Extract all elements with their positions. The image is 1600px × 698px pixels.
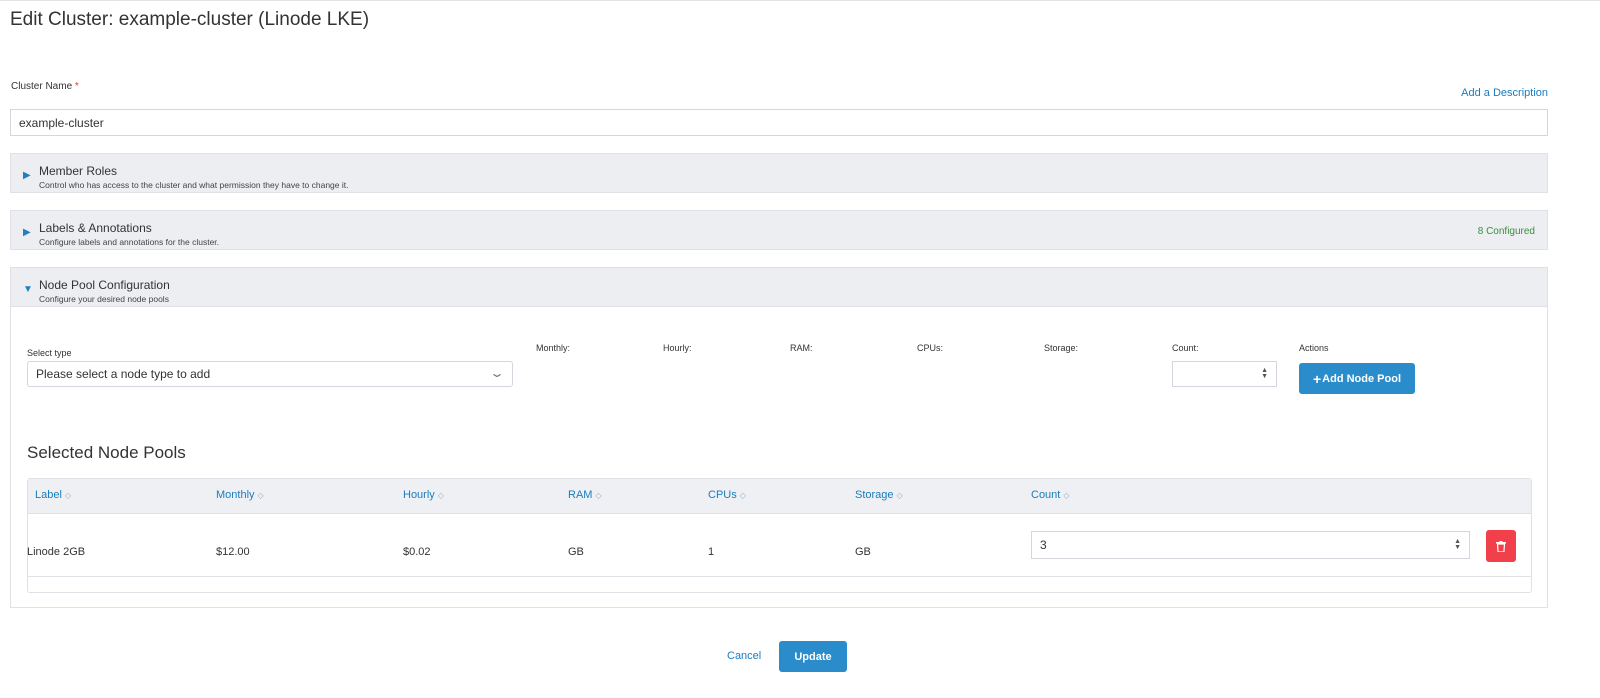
delete-pool-button[interactable] (1486, 530, 1516, 562)
table-row: Linode 2GB $12.00 $0.02 GB 1 GB 3 ▲ ▼ (27, 514, 1531, 577)
column-header-monthly[interactable]: Monthly ◇ (216, 489, 264, 501)
cluster-name-label: Cluster Name * (11, 81, 79, 92)
add-description-link[interactable]: Add a Description (1461, 87, 1548, 99)
panel-subtitle: Configure labels and annotations for the… (39, 237, 220, 247)
sort-icon: ◇ (64, 491, 72, 500)
sort-icon: ◇ (437, 491, 444, 500)
select-placeholder: Please select a node type to add (36, 367, 211, 381)
panel-title: Labels & Annotations (39, 221, 152, 235)
panel-labels-annotations[interactable]: ▶ Labels & Annotations Configure labels … (10, 210, 1548, 250)
configured-badge: 8 Configured (1477, 226, 1535, 237)
column-header-label[interactable]: Label ◇ (35, 489, 72, 501)
panel-subtitle: Configure your desired node pools (39, 294, 169, 304)
plus-icon: + (1312, 370, 1322, 387)
panel-title: Node Pool Configuration (39, 278, 170, 292)
selected-node-pools-title: Selected Node Pools (27, 443, 186, 462)
cpus-label: CPUs: (917, 343, 944, 353)
panel-title: Member Roles (39, 164, 118, 178)
panel-node-pool-configuration[interactable]: ▼ Node Pool Configuration Configure your… (10, 267, 1548, 307)
table-header (28, 479, 1531, 514)
ram-label: RAM: (790, 343, 813, 353)
sort-icon: ◇ (595, 491, 602, 500)
caret-right-icon: ▶ (23, 227, 31, 238)
column-header-ram[interactable]: RAM ◇ (568, 489, 602, 501)
cell-storage: GB (855, 546, 871, 558)
hourly-label: Hourly: (663, 343, 692, 353)
input-value: 3 (1040, 538, 1047, 552)
panel-member-roles[interactable]: ▶ Member Roles Control who has access to… (10, 153, 1548, 193)
sort-icon: ◇ (896, 491, 903, 500)
actions-label: Actions (1299, 343, 1329, 353)
monthly-label: Monthly: (536, 343, 571, 353)
column-header-cpus[interactable]: CPUs ◇ (708, 489, 746, 501)
sort-icon: ◇ (1063, 491, 1070, 500)
cell-monthly: $12.00 (216, 546, 250, 558)
node-pool-body (10, 307, 1548, 608)
select-type-label: Select type (27, 348, 72, 358)
update-button[interactable]: Update (779, 641, 847, 672)
column-header-count[interactable]: Count ◇ (1031, 489, 1070, 501)
caret-down-icon: ▼ (23, 284, 33, 295)
cluster-name-input[interactable]: example-cluster (10, 109, 1548, 136)
node-type-select[interactable]: Please select a node type to add ⌄ (27, 361, 513, 387)
add-node-pool-button[interactable]: + Add Node Pool (1299, 363, 1415, 394)
row-count-input[interactable]: 3 ▲ ▼ (1031, 531, 1470, 559)
storage-label: Storage: (1044, 343, 1079, 353)
input-value: example-cluster (19, 115, 104, 130)
cell-hourly: $0.02 (403, 546, 431, 558)
cell-label: Linode 2GB (27, 546, 86, 558)
column-header-hourly[interactable]: Hourly ◇ (403, 489, 444, 501)
cancel-button[interactable]: Cancel (727, 650, 762, 662)
label-text: Cluster Name (11, 81, 73, 92)
sort-icon: ◇ (257, 491, 264, 500)
column-header-storage[interactable]: Storage ◇ (855, 489, 903, 501)
sort-icon: ◇ (739, 491, 746, 500)
selected-node-pools-table: Label ◇ Monthly ◇ Hourly ◇ RAM ◇ CPUs ◇ Stora… (27, 478, 1532, 593)
chevron-down-icon: ⌄ (488, 366, 506, 380)
spinner-icon[interactable]: ▲ ▼ (1454, 538, 1461, 551)
cell-cpus: 1 (708, 546, 715, 558)
trash-icon (1496, 540, 1506, 552)
button-label: Add Node Pool (1322, 372, 1401, 385)
count-label: Count: (1172, 343, 1199, 353)
caret-right-icon: ▶ (23, 170, 31, 181)
count-input[interactable]: ▲ ▼ (1172, 361, 1277, 387)
panel-subtitle: Control who has access to the cluster an… (39, 180, 349, 190)
required-marker: * (74, 81, 79, 92)
cell-ram: GB (568, 546, 584, 558)
spinner-icon[interactable]: ▲ ▼ (1261, 367, 1268, 380)
page-title: Edit Cluster: example-cluster (Linode LK… (10, 9, 370, 30)
